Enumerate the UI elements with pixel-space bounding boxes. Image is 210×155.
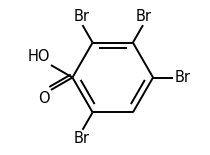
Text: HO: HO — [28, 49, 50, 64]
Text: Br: Br — [74, 131, 90, 146]
Text: Br: Br — [74, 9, 90, 24]
Text: O: O — [39, 91, 50, 106]
Text: Br: Br — [136, 9, 152, 24]
Text: Br: Br — [175, 70, 190, 85]
